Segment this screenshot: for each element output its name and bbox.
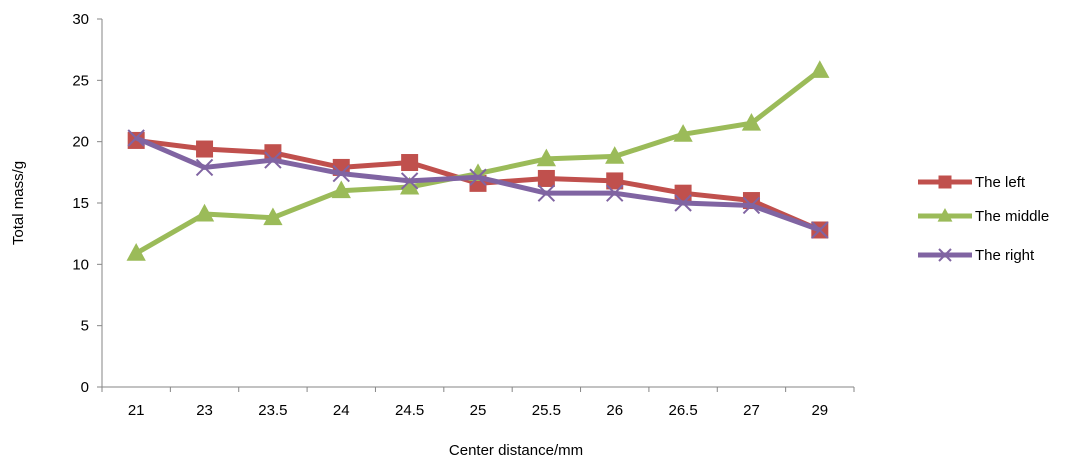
legend-marker [938, 175, 952, 189]
y-axis-title: Total mass/g [10, 161, 27, 245]
data-point [196, 140, 214, 158]
legend-item: The left [918, 174, 1026, 191]
legend-marker [938, 248, 952, 262]
x-tick-label: 23 [196, 402, 213, 419]
data-point [741, 113, 762, 131]
legend-label: The right [975, 247, 1035, 264]
data-point [332, 164, 350, 183]
series-0 [127, 131, 829, 239]
data-point [605, 146, 625, 164]
data-point [400, 172, 419, 190]
data-point [194, 203, 215, 222]
x-tick-label: 27 [743, 402, 760, 419]
x-tick-label: 26 [606, 402, 623, 419]
data-point [401, 154, 419, 172]
y-tick-label: 10 [72, 256, 89, 273]
data-point [263, 207, 283, 226]
data-point [674, 194, 692, 212]
data-point [673, 124, 693, 142]
x-tick-label: 29 [811, 402, 828, 419]
legend-marker [937, 208, 953, 222]
data-point [126, 243, 146, 261]
data-point [811, 221, 829, 239]
y-tick-label: 30 [72, 11, 89, 28]
legend-label: The left [975, 174, 1026, 191]
series-1 [126, 60, 830, 261]
y-tick-label: 0 [81, 379, 89, 396]
data-point [331, 180, 351, 199]
data-point [606, 172, 624, 190]
data-point [127, 129, 145, 147]
data-point [536, 148, 557, 167]
x-tick-label: 24 [333, 402, 350, 419]
legend-item: The middle [918, 208, 1049, 225]
axes: 0 5 10 15 20 25 30 21 23 23.5 24 24.5 25 25.5 26 26.5 27… [72, 11, 855, 419]
series-2 [127, 129, 829, 239]
y-tick-label: 15 [72, 195, 89, 212]
legend: The left The middle The right [918, 174, 1049, 264]
data-point [264, 151, 282, 169]
data-point [742, 196, 761, 215]
data-point [469, 168, 487, 186]
y-tick-label: 25 [72, 72, 89, 89]
data-point [606, 184, 624, 202]
x-tick-label: 24.5 [395, 402, 424, 419]
data-point [537, 184, 556, 202]
data-point [195, 158, 214, 177]
data-point [810, 60, 830, 78]
x-tick-label: 23.5 [258, 402, 287, 419]
x-tick-label: 21 [128, 402, 145, 419]
x-axis-title: Center distance/mm [449, 442, 583, 459]
x-tick-label: 26.5 [668, 402, 697, 419]
data-point [537, 169, 555, 187]
x-tick-label: 25 [470, 402, 487, 419]
y-tick-label: 5 [81, 318, 89, 335]
legend-label: The middle [975, 208, 1049, 225]
y-tick-label: 20 [72, 134, 89, 151]
series-layer [126, 60, 830, 261]
legend-item: The right [918, 247, 1035, 264]
x-tick-label: 25.5 [532, 402, 561, 419]
